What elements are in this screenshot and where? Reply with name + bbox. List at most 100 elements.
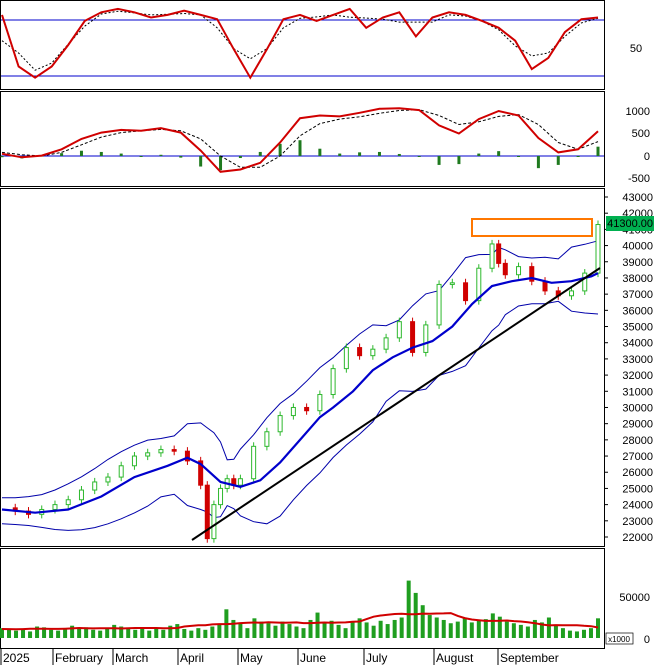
- candle-body: [330, 368, 336, 396]
- macd-histogram-bar: [238, 156, 242, 159]
- stoch-tick-label: 50: [630, 43, 642, 55]
- candle-body: [463, 282, 469, 302]
- macd-histogram-bar: [596, 146, 600, 156]
- volume-bar: [483, 619, 488, 638]
- volume-panel: [0, 548, 605, 649]
- macd-tick-label: -500: [628, 173, 650, 185]
- volume-bar: [0, 628, 4, 638]
- candle-body: [569, 290, 575, 297]
- volume-bar: [357, 618, 362, 638]
- candle-body: [145, 452, 151, 457]
- volume-bar: [329, 620, 334, 638]
- price-tick-label: 37000: [622, 289, 653, 301]
- bollinger-lower-band: [1, 300, 599, 531]
- resistance-highlight-box: [471, 218, 593, 237]
- volume-bar: [266, 623, 271, 638]
- candle-body: [436, 283, 442, 326]
- macd-series: [0, 107, 600, 173]
- candle-body: [317, 394, 323, 412]
- price-tick-label: 22000: [622, 532, 653, 544]
- volume-bar: [56, 630, 61, 638]
- candle-body: [383, 337, 389, 350]
- candle-body: [496, 243, 502, 264]
- volume-bar: [238, 623, 243, 638]
- candle-body: [78, 489, 84, 501]
- candle-body: [357, 347, 363, 357]
- volume-bar: [91, 629, 96, 638]
- volume-bar: [252, 618, 257, 638]
- price-tick-label: 27000: [622, 451, 653, 463]
- volume-bar: [119, 626, 124, 638]
- volume-bar: [378, 620, 383, 638]
- candle-body: [370, 348, 376, 357]
- price-tick-label: 39000: [622, 257, 653, 269]
- volume-bar: [462, 618, 467, 638]
- macd-histogram-bar: [139, 156, 143, 157]
- volume-bar: [189, 630, 194, 638]
- volume-bar: [112, 624, 117, 638]
- macd-histogram-bar: [278, 143, 282, 156]
- x-axis-label: July: [366, 651, 387, 665]
- volume-bar: [175, 624, 180, 638]
- volume-bar: [7, 629, 12, 638]
- macd-tick-label: 0: [644, 151, 650, 163]
- macd-histogram-bar: [576, 156, 580, 157]
- price-tick-label: 30000: [622, 402, 653, 414]
- x-axis-label: February: [55, 651, 103, 665]
- candle-body: [304, 406, 310, 412]
- macd-histogram-bar: [119, 153, 123, 156]
- stochastic-panel: [0, 0, 605, 90]
- stochastic-series: [1, 7, 599, 80]
- candle-body: [105, 476, 111, 483]
- volume-bar: [161, 629, 166, 638]
- candle-body: [251, 445, 257, 480]
- candle-body: [343, 347, 349, 370]
- volume-bar: [420, 605, 425, 638]
- price-tick-label: 33000: [622, 354, 653, 366]
- volume-bar: [392, 619, 397, 638]
- volume-bar: [497, 616, 502, 638]
- volume-bar: [301, 628, 306, 638]
- volume-bar: [231, 619, 236, 638]
- volume-bar: [413, 592, 418, 638]
- volume-bar: [217, 624, 222, 638]
- volume-bar: [567, 630, 572, 638]
- x-axis-label: March: [115, 651, 148, 665]
- macd-tick-label: 1000: [626, 106, 650, 118]
- volume-bar: [476, 620, 481, 638]
- price-tick-label: 43000: [622, 192, 653, 204]
- volume-bar: [560, 628, 565, 638]
- macd-histogram-bar: [437, 156, 441, 165]
- candle-body: [476, 267, 482, 302]
- volume-bar: [364, 622, 369, 638]
- macd-histogram-bar: [397, 153, 401, 156]
- volume-bar: [371, 625, 376, 638]
- volume-bar: [532, 619, 537, 638]
- volume-bar: [469, 622, 474, 638]
- volume-bar: [546, 617, 551, 638]
- macd-histogram-bar: [377, 151, 381, 156]
- volume-bar: [308, 619, 313, 638]
- volume-bar: [427, 615, 432, 638]
- volume-bar: [14, 630, 19, 638]
- volume-bar: [259, 621, 264, 638]
- macd-histogram-bar: [358, 152, 362, 156]
- macd-histogram-bar: [159, 154, 163, 156]
- x-axis: 2025 February March April May June July August S…: [0, 649, 559, 665]
- volume-bar: [336, 624, 341, 638]
- price-tick-label: 38000: [622, 273, 653, 285]
- price-tick-label: 36000: [622, 305, 653, 317]
- x-axis-label: May: [240, 651, 263, 665]
- macd-histogram-bar: [99, 151, 103, 156]
- volume-bar: [343, 628, 348, 638]
- volume-bar: [406, 580, 411, 638]
- candle-body: [92, 481, 98, 491]
- volume-bar: [581, 629, 586, 638]
- x-axis-label: April: [180, 651, 204, 665]
- candle-body: [410, 321, 416, 353]
- volume-bar: [49, 629, 54, 638]
- volume-bar: [154, 628, 159, 638]
- price-tick-label: 31000: [622, 386, 653, 398]
- volume-bar: [434, 617, 439, 638]
